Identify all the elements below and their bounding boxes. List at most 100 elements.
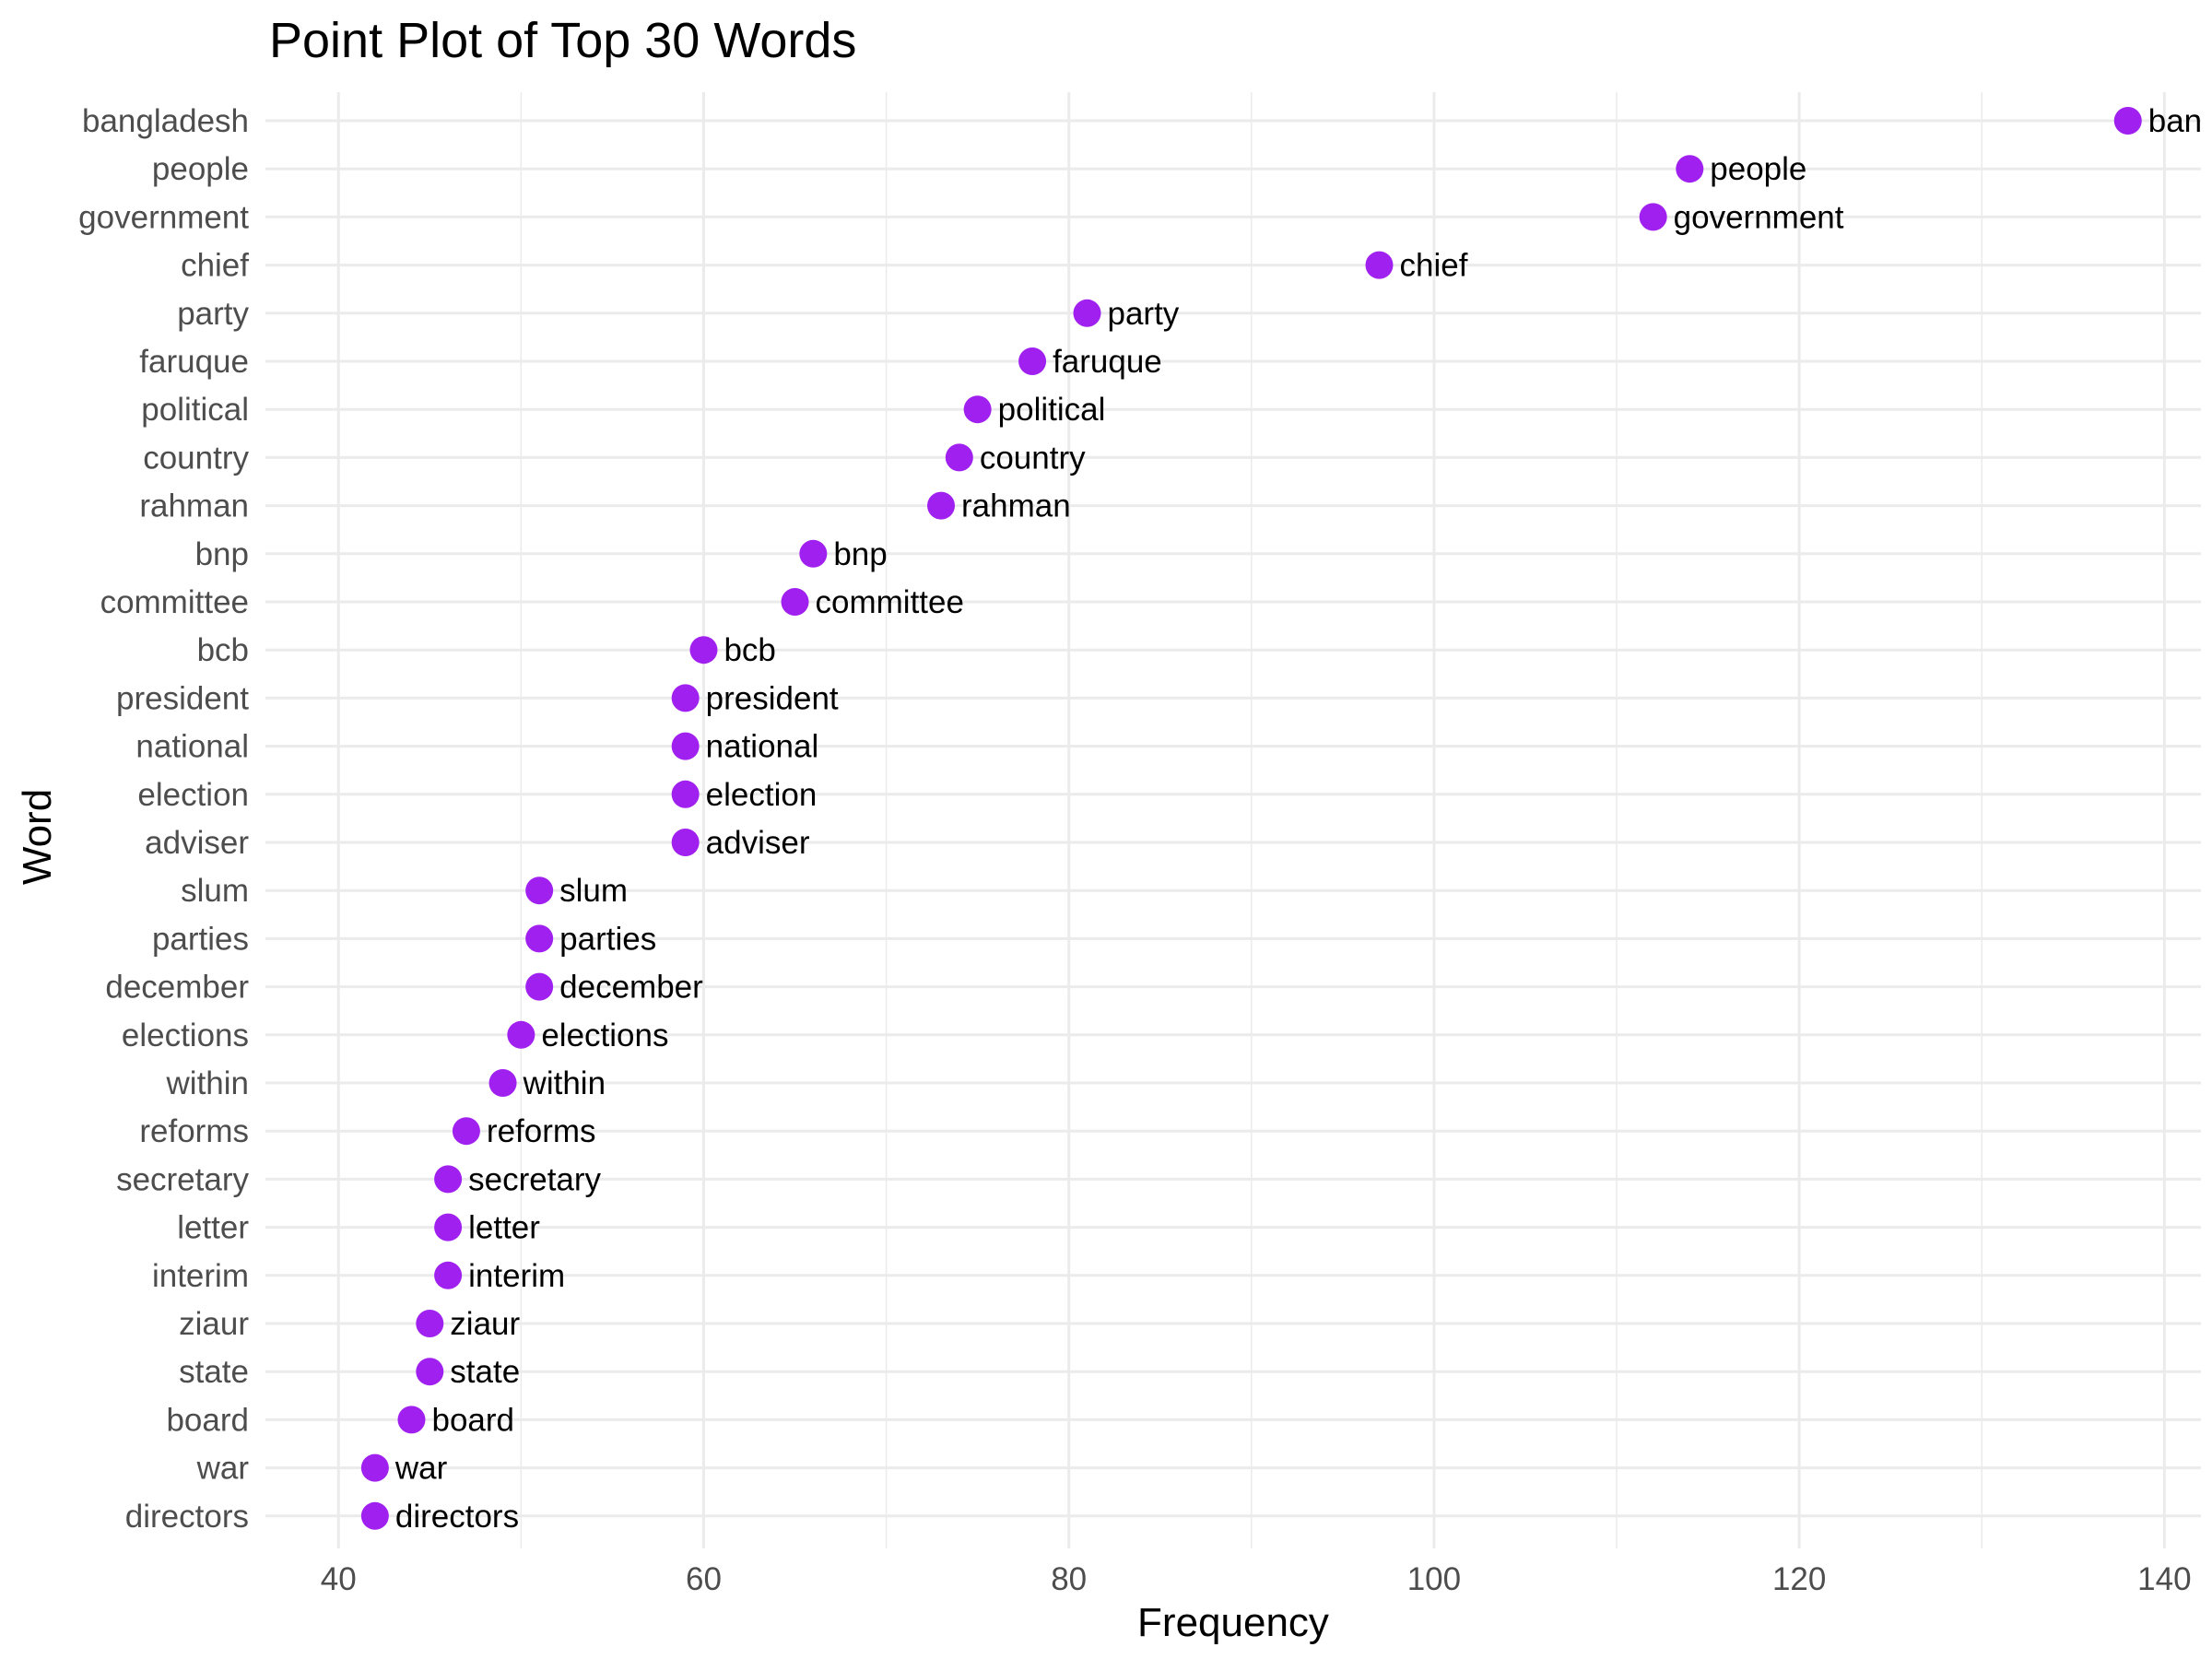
data-point bbox=[525, 924, 553, 952]
y-tick-label: political bbox=[141, 392, 249, 428]
y-tick-label: country bbox=[143, 440, 249, 476]
point-label: bnp bbox=[833, 536, 887, 572]
point-labels-layer: ban people government chief party faruque poli… bbox=[394, 103, 2202, 1535]
data-point bbox=[525, 973, 553, 1001]
point-label: parties bbox=[559, 921, 656, 957]
point-label: elections bbox=[541, 1018, 668, 1053]
y-tick-label: board bbox=[166, 1402, 249, 1438]
point-label: reforms bbox=[487, 1113, 596, 1149]
data-point bbox=[489, 1069, 517, 1097]
data-point bbox=[397, 1406, 425, 1433]
y-tick-label: interim bbox=[152, 1258, 249, 1294]
point-label: chief bbox=[1399, 248, 1467, 284]
point-label: december bbox=[559, 970, 703, 1006]
data-point bbox=[689, 636, 717, 664]
data-point bbox=[453, 1117, 480, 1145]
data-point bbox=[507, 1021, 535, 1049]
data-point bbox=[946, 443, 973, 471]
y-tick-label: people bbox=[152, 151, 249, 187]
point-label: interim bbox=[468, 1258, 565, 1294]
point-label: government bbox=[1674, 199, 1844, 235]
y-tick-label: bnp bbox=[195, 536, 249, 572]
data-point bbox=[2114, 107, 2142, 135]
y-tick-label: directors bbox=[125, 1499, 249, 1535]
point-label: political bbox=[998, 392, 1106, 428]
y-axis-title: Word bbox=[15, 789, 60, 885]
data-point bbox=[1640, 203, 1667, 230]
y-tick-label: adviser bbox=[145, 825, 249, 861]
x-tick-label: 60 bbox=[686, 1561, 722, 1597]
point-label: letter bbox=[468, 1210, 540, 1246]
point-label: ban bbox=[2148, 103, 2202, 139]
data-point bbox=[672, 733, 700, 760]
y-tick-label: bangladesh bbox=[82, 103, 249, 139]
point-label: slum bbox=[559, 873, 628, 909]
data-point bbox=[927, 492, 955, 520]
y-tick-label: national bbox=[135, 729, 249, 765]
chart-title: Point Plot of Top 30 Words bbox=[269, 13, 856, 68]
x-tick-label: 120 bbox=[1772, 1561, 1826, 1597]
y-tick-label: rahman bbox=[139, 488, 249, 524]
y-tick-label: bcb bbox=[197, 632, 249, 668]
point-label: secretary bbox=[468, 1161, 601, 1197]
y-tick-label: ziaur bbox=[179, 1306, 249, 1342]
data-point bbox=[525, 877, 553, 904]
y-tick-label: december bbox=[105, 970, 249, 1006]
data-point bbox=[416, 1310, 443, 1337]
y-tick-label: letter bbox=[177, 1210, 249, 1246]
y-tick-label: committee bbox=[100, 584, 249, 620]
data-point bbox=[1365, 252, 1393, 279]
data-point bbox=[434, 1165, 462, 1193]
x-tick-label: 140 bbox=[2137, 1561, 2191, 1597]
x-axis-title: Frequency bbox=[1137, 1600, 1329, 1645]
point-label: war bbox=[394, 1451, 448, 1487]
point-label: president bbox=[706, 680, 839, 716]
data-point bbox=[361, 1502, 389, 1530]
point-label: people bbox=[1710, 151, 1806, 187]
y-tick-label: war bbox=[196, 1451, 250, 1487]
data-point bbox=[672, 684, 700, 712]
y-tick-label: state bbox=[179, 1354, 249, 1390]
point-label: adviser bbox=[706, 825, 810, 861]
data-point bbox=[672, 829, 700, 856]
point-label: party bbox=[1108, 296, 1180, 332]
data-point bbox=[964, 395, 992, 423]
y-tick-label: slum bbox=[181, 873, 249, 909]
y-tick-label: government bbox=[78, 199, 249, 235]
y-tick-label: parties bbox=[152, 921, 249, 957]
data-point bbox=[672, 781, 700, 808]
point-label: rahman bbox=[961, 488, 1071, 524]
data-point bbox=[1074, 300, 1101, 327]
point-label: country bbox=[980, 440, 1086, 476]
y-tick-label: chief bbox=[181, 248, 249, 284]
x-tick-label: 40 bbox=[321, 1561, 357, 1597]
point-label: ziaur bbox=[450, 1306, 520, 1342]
y-tick-label: secretary bbox=[116, 1161, 249, 1197]
y-tick-label: election bbox=[137, 777, 249, 813]
y-tick-label: elections bbox=[122, 1018, 249, 1053]
data-point bbox=[1676, 155, 1703, 182]
y-tick-labels: bangladesh people government chief party faru… bbox=[78, 103, 249, 1535]
y-tick-label: faruque bbox=[139, 344, 249, 380]
y-tick-label: president bbox=[116, 680, 249, 716]
point-label: within bbox=[523, 1065, 606, 1101]
data-point bbox=[361, 1454, 389, 1482]
point-label: committee bbox=[816, 584, 964, 620]
data-point bbox=[799, 540, 827, 568]
point-label: national bbox=[706, 729, 819, 765]
x-tick-labels: 40 60 80 100 120 140 bbox=[321, 1561, 2192, 1597]
y-tick-label: reforms bbox=[139, 1113, 249, 1149]
x-tick-label: 100 bbox=[1407, 1561, 1461, 1597]
data-point bbox=[416, 1358, 443, 1385]
data-point bbox=[1018, 347, 1046, 375]
y-tick-label: party bbox=[177, 296, 249, 332]
y-tick-label: within bbox=[166, 1065, 249, 1101]
data-point bbox=[434, 1262, 462, 1289]
point-label: faruque bbox=[1053, 344, 1162, 380]
point-label: directors bbox=[395, 1499, 519, 1535]
grid-layer bbox=[265, 92, 2201, 1548]
data-point bbox=[434, 1214, 462, 1241]
point-label: state bbox=[450, 1354, 520, 1390]
